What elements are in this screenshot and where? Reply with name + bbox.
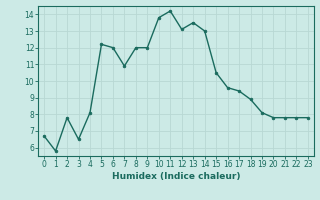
X-axis label: Humidex (Indice chaleur): Humidex (Indice chaleur) <box>112 172 240 181</box>
